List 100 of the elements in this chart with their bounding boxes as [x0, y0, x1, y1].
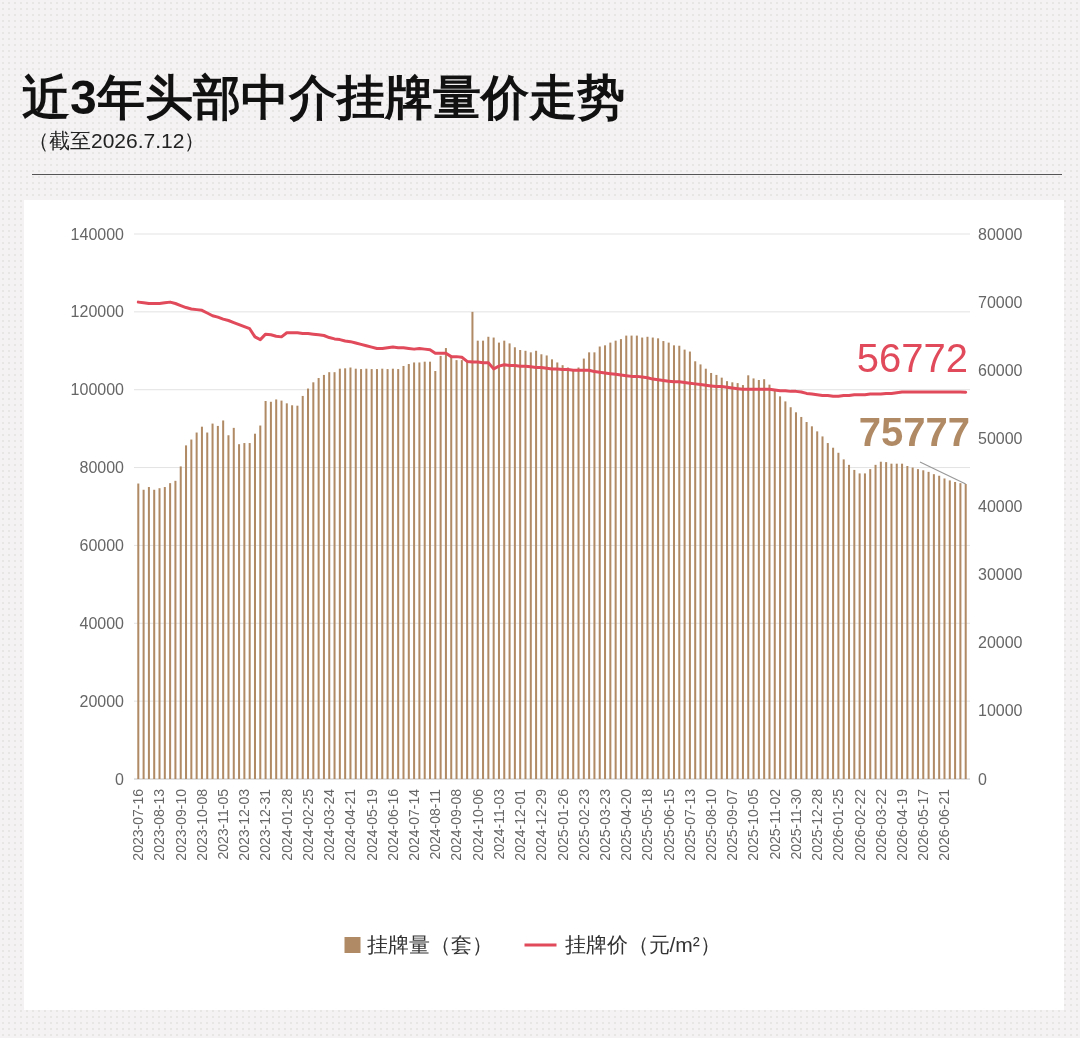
x-tick-label: 2024-12-01 [512, 788, 529, 861]
x-tick-label: 2025-02-23 [575, 788, 592, 861]
bar [354, 368, 357, 779]
bar [858, 473, 861, 779]
x-tick-label: 2025-11-02 [766, 788, 783, 860]
x-tick-label: 2025-10-05 [745, 788, 762, 861]
bar [185, 445, 188, 779]
bar [344, 368, 347, 779]
x-tick-label: 2025-11-30 [787, 788, 804, 860]
bar [773, 389, 776, 779]
bar [789, 407, 792, 779]
bar [487, 336, 490, 779]
y2-tick-label: 0 [978, 770, 987, 788]
bar [169, 483, 172, 779]
bar [529, 352, 532, 779]
bar [386, 369, 389, 779]
y2-tick-label: 60000 [978, 361, 1023, 379]
x-tick-label: 2023-08-13 [151, 788, 168, 861]
bar [657, 338, 660, 779]
bar [269, 401, 272, 779]
bar [890, 463, 893, 779]
y-tick-label: 100000 [70, 381, 125, 399]
bar [259, 425, 262, 779]
y2-tick-label: 20000 [978, 634, 1023, 652]
bar [413, 362, 416, 779]
bar [545, 355, 548, 779]
y-tick-label: 80000 [79, 459, 125, 477]
annotation: 56772 [856, 336, 968, 381]
y2-tick-label: 50000 [978, 429, 1023, 447]
bar [444, 348, 447, 779]
bar [614, 340, 617, 779]
bar [455, 360, 458, 779]
bar [338, 368, 341, 779]
bar [948, 480, 951, 779]
bar [694, 361, 697, 779]
bar [195, 432, 198, 779]
bar [848, 464, 851, 779]
bar [360, 369, 363, 779]
bar [222, 420, 225, 779]
bar [540, 354, 543, 779]
bar [211, 423, 214, 779]
bar [179, 466, 182, 779]
bar [243, 443, 246, 779]
bar [784, 401, 787, 779]
y-tick-label: 60000 [79, 537, 125, 555]
bar [747, 375, 750, 779]
bar [391, 368, 394, 779]
y-tick-label: 40000 [79, 614, 125, 632]
bar [291, 405, 294, 779]
bar [153, 489, 156, 779]
bar [869, 469, 872, 779]
bar [503, 340, 506, 779]
annotation: 75777 [858, 410, 970, 455]
bar [264, 401, 267, 779]
x-tick-label: 2024-08-11 [427, 788, 444, 860]
y2-tick-label: 10000 [978, 702, 1023, 720]
x-tick-label: 2026-05-17 [915, 788, 932, 861]
bar [328, 372, 331, 779]
bar [375, 369, 378, 779]
bar [922, 470, 925, 779]
y2-tick-label: 80000 [978, 225, 1023, 243]
bar [174, 480, 177, 779]
bar [768, 384, 771, 779]
bar [667, 342, 670, 779]
x-tick-label: 2025-07-13 [681, 788, 698, 861]
bar [561, 365, 564, 779]
chart-subtitle: （截至2026.7.12） [28, 129, 206, 152]
bar [206, 432, 209, 779]
bar [460, 360, 463, 779]
bar [582, 358, 585, 779]
bar [720, 377, 723, 779]
x-tick-label: 2024-09-08 [448, 788, 465, 861]
bar [805, 422, 808, 779]
bar [906, 466, 909, 779]
bar [232, 427, 235, 779]
bar [609, 342, 612, 779]
bar [147, 487, 150, 779]
bar [142, 489, 145, 779]
y-tick-label: 120000 [70, 303, 125, 321]
x-tick-label: 2024-01-28 [278, 788, 295, 861]
bar [466, 360, 469, 779]
bar [471, 311, 474, 779]
bar [497, 342, 500, 779]
y-tick-label: 20000 [79, 692, 125, 710]
bar [163, 487, 166, 779]
bar [365, 368, 368, 779]
bar [879, 461, 882, 779]
bar [885, 462, 888, 779]
x-tick-label: 2024-05-19 [363, 788, 380, 861]
y2-tick-label: 30000 [978, 566, 1023, 584]
bar [253, 433, 256, 779]
bar [434, 371, 437, 779]
y2-tick-label: 40000 [978, 498, 1023, 516]
bar [550, 359, 554, 779]
x-tick-label: 2025-06-15 [660, 788, 677, 861]
x-tick-label: 2026-06-21 [936, 788, 953, 861]
bar [863, 473, 866, 779]
bar [349, 367, 352, 779]
bar [683, 349, 686, 779]
bar [932, 474, 935, 779]
